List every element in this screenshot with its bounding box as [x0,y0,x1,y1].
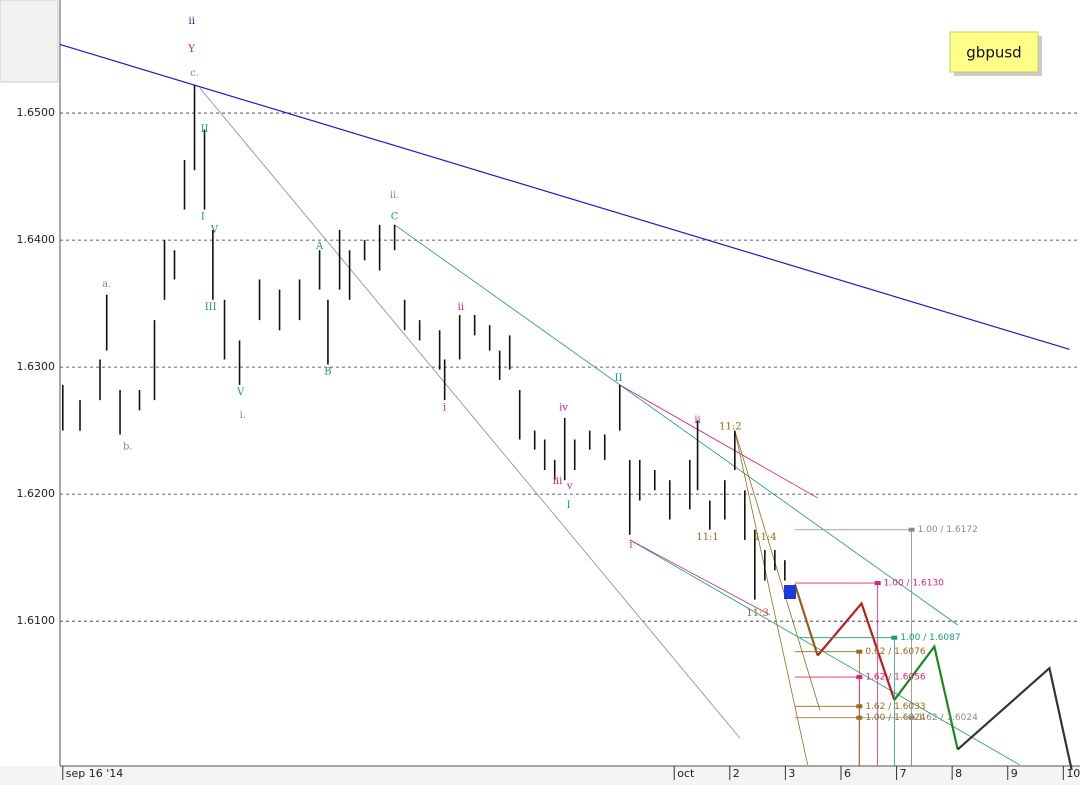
marker [784,585,796,599]
y-tick-label: 1.6300 [17,360,56,373]
level-label: 1.00 / 1.6172 [918,525,978,535]
x-tick-label: 7 [900,767,907,780]
level-label: 1.62 / 1.6033 [865,702,925,712]
level-handle [856,675,863,680]
trend-line [734,430,809,765]
wave-label: 11:1 [696,532,718,543]
level-label: 1.00 / 1.6130 [884,579,945,589]
plot: 1.6100 1.6200 1.6300 1.6400 1.6500 sep 16 '14… [17,16,1080,780]
trend-line [629,539,771,616]
wave-label: v [566,481,573,492]
x-tick-label: 9 [1011,767,1018,780]
level-label: 1.62 / 1.6056 [865,673,926,683]
x-axis-strip [0,766,1080,785]
wave-label: ii [694,415,700,426]
wave-label: II [201,124,209,135]
level-handle [874,581,881,586]
wave-label: A [315,241,324,252]
wave-label: 11:4 [754,532,776,543]
wave-label: I [201,212,205,223]
x-tick-label: 6 [844,767,851,780]
wave-label: Y [187,44,195,55]
title-note [949,31,1039,73]
wave-label: 11:3 [746,608,768,619]
trend-line [734,430,821,711]
wave-label: ii. [390,190,400,201]
trend-line [793,584,819,656]
wave-label: a. [102,279,111,290]
wave-label: i [629,539,632,550]
level-label: 1.62 / 1.6024 [918,713,979,723]
trend-line [199,87,741,739]
trend-line [619,384,818,499]
wave-label: B [324,367,331,378]
wave-label: ii [458,302,464,313]
x-tick-label: sep 16 '14 [66,767,124,780]
trend-line [394,224,958,626]
corner-panel [0,0,59,83]
x-tick-label: 10 [1066,767,1080,780]
wave-label: II [615,373,623,384]
wave-label: i. [240,410,246,421]
y-tick-label: 1.6500 [17,106,56,119]
wave-label: C [391,212,399,223]
trend-line [59,43,1070,350]
wave-label: c. [190,68,199,79]
wave-label: i [443,402,446,413]
wave-label: III [205,302,217,313]
wave-label: 11:2 [719,421,741,432]
wave-label: iv [559,402,568,413]
wave-label: ii [189,16,195,27]
y-tick-label: 1.6400 [17,233,56,246]
y-tick-label: 1.6100 [17,614,56,627]
wave-label: b. [123,442,133,453]
wave-label: iii [553,476,563,487]
level-handle [908,715,915,720]
level-label: 1.00 / 1.6087 [900,633,960,643]
title-box: gbpusd [949,31,1042,76]
wave-label: V [236,387,245,398]
x-tick-label: oct [677,767,695,780]
level-handle [856,704,863,709]
trend-line [893,644,959,750]
x-tick-label: 2 [733,767,740,780]
level-handle [908,527,915,532]
trend-line [816,601,896,701]
x-tick-label: 8 [955,767,962,780]
wave-label: I [567,500,571,511]
trend-line [629,539,1020,766]
trend-line [956,666,1073,771]
level-handle [891,635,898,640]
level-label: 1.00 / 1.6024 [865,713,926,723]
x-tick-label: 3 [788,767,795,780]
y-tick-label: 1.6200 [17,487,56,500]
level-handle [856,649,863,654]
level-label: 0.62 / 1.6076 [865,647,926,657]
chart-title: gbpusd [966,44,1021,62]
wave-label: V [210,224,219,235]
